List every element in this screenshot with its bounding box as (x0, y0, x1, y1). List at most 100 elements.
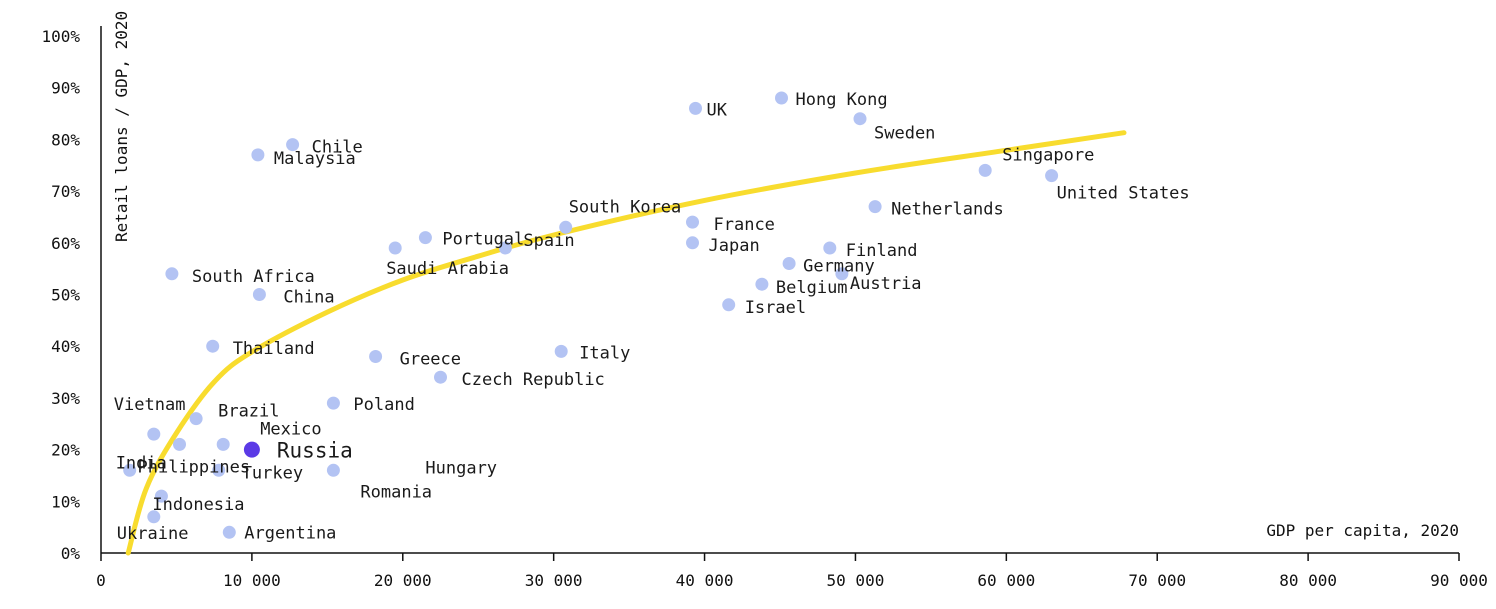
x-axis-title: GDP per capita, 2020 (1266, 521, 1459, 540)
x-tick-label: 10 000 (223, 571, 281, 590)
label-poland: Poland (353, 395, 414, 415)
label-indonesia: Indonesia (152, 495, 244, 515)
y-tick-label: 70% (51, 182, 80, 201)
label-argentina: Argentina (244, 523, 336, 543)
y-tick-label: 90% (51, 79, 80, 98)
label-turkey: Turkey (242, 463, 303, 483)
point-italy (554, 344, 568, 358)
y-tick-label: 0% (61, 544, 81, 563)
point-austria (835, 267, 849, 281)
trend-line-layer (125, 130, 1127, 556)
x-tick-label: 0 (96, 571, 106, 590)
y-tick-label: 100% (41, 27, 80, 46)
point-czech-republic (434, 370, 447, 384)
point-united-states (1045, 169, 1059, 183)
label-vietnam: Vietnam (114, 395, 186, 415)
label-portugal: Portugal (442, 230, 524, 250)
point-sweden (853, 112, 867, 126)
label-china: China (283, 288, 334, 308)
point-poland (326, 396, 340, 410)
point-russia (243, 441, 260, 458)
point-india (123, 463, 137, 477)
point-uk (689, 101, 702, 115)
label-romania: Romania (360, 482, 432, 502)
point-japan (686, 236, 699, 250)
point-indonesia (154, 489, 168, 503)
label-ukraine: Ukraine (117, 524, 189, 544)
trend-curve (125, 130, 1127, 556)
label-finland: Finland (846, 241, 918, 261)
point-romania (326, 463, 340, 477)
point-france (686, 215, 699, 229)
point-israel (722, 298, 736, 312)
x-tick-label: 90 000 (1430, 571, 1488, 590)
point-argentina (222, 525, 236, 539)
point-finland (823, 241, 837, 255)
label-mexico: Mexico (260, 419, 321, 439)
y-tick-label: 50% (51, 286, 80, 305)
label-thailand: Thailand (233, 339, 315, 359)
y-tick-label: 60% (51, 234, 80, 253)
x-tick-label: 20 000 (374, 571, 432, 590)
label-czech-republic: Czech Republic (462, 370, 605, 390)
point-malaysia (251, 148, 265, 162)
label-brazil: Brazil (218, 402, 279, 422)
point-germany (782, 257, 796, 270)
point-greece (369, 350, 383, 363)
point-china (252, 288, 266, 301)
label-chile: Chile (312, 138, 363, 158)
label-south-korea: South Korea (569, 197, 682, 217)
label-israel: Israel (745, 298, 806, 318)
label-greece: Greece (400, 350, 461, 370)
x-tick-label: 50 000 (827, 571, 885, 590)
point-mexico (216, 437, 230, 451)
label-india: India (116, 453, 167, 473)
data-points-layer (123, 91, 1059, 539)
label-saudi-arabia: Saudi Arabia (386, 259, 509, 279)
label-philippines: Philippines (138, 457, 251, 477)
label-hong-kong: Hong Kong (796, 90, 888, 110)
label-japan: Japan (709, 236, 760, 256)
label-singapore: Singapore (1002, 145, 1094, 165)
label-italy: Italy (579, 343, 630, 363)
point-thailand (206, 339, 220, 353)
point-singapore (978, 163, 992, 177)
label-netherlands: Netherlands (891, 200, 1004, 220)
label-sweden: Sweden (874, 124, 935, 144)
point-saudi-arabia (388, 241, 402, 255)
x-tick-label: 80 000 (1279, 571, 1337, 590)
x-tick-label: 70 000 (1128, 571, 1186, 590)
label-south-africa: South Africa (192, 267, 315, 287)
y-axis-title: Retail loans / GDP, 2020 (112, 11, 131, 242)
y-tick-label: 80% (51, 130, 80, 149)
x-tick-label: 30 000 (525, 571, 583, 590)
point-ukraine (147, 510, 161, 524)
label-france: France (714, 215, 775, 235)
x-tick-label: 60 000 (977, 571, 1035, 590)
label-hungary: Hungary (425, 458, 497, 478)
y-tick-label: 30% (51, 389, 80, 408)
y-tick-label: 20% (51, 441, 80, 460)
point-philippines (173, 437, 186, 451)
point-vietnam (147, 427, 161, 441)
point-south-africa (165, 267, 179, 281)
label-belgium: Belgium (776, 278, 848, 298)
label-united-states: United States (1057, 184, 1190, 204)
point-netherlands (868, 200, 882, 214)
label-russia: Russia (277, 439, 353, 463)
y-tick-label: 10% (51, 492, 80, 511)
point-spain (498, 241, 512, 255)
point-belgium (755, 277, 769, 291)
label-uk: UK (707, 100, 728, 120)
label-austria: Austria (850, 274, 922, 294)
axes: 0 10 000 20 000 30 000 40 000 50 000 60 000 70 … (41, 26, 1488, 590)
point-south-korea (559, 220, 573, 234)
y-tick-label: 40% (51, 337, 80, 356)
point-portugal (418, 231, 432, 245)
label-spain: Spain (523, 231, 574, 251)
point-turkey (212, 463, 226, 477)
point-brazil (189, 412, 203, 426)
label-malaysia: Malaysia (274, 149, 356, 169)
